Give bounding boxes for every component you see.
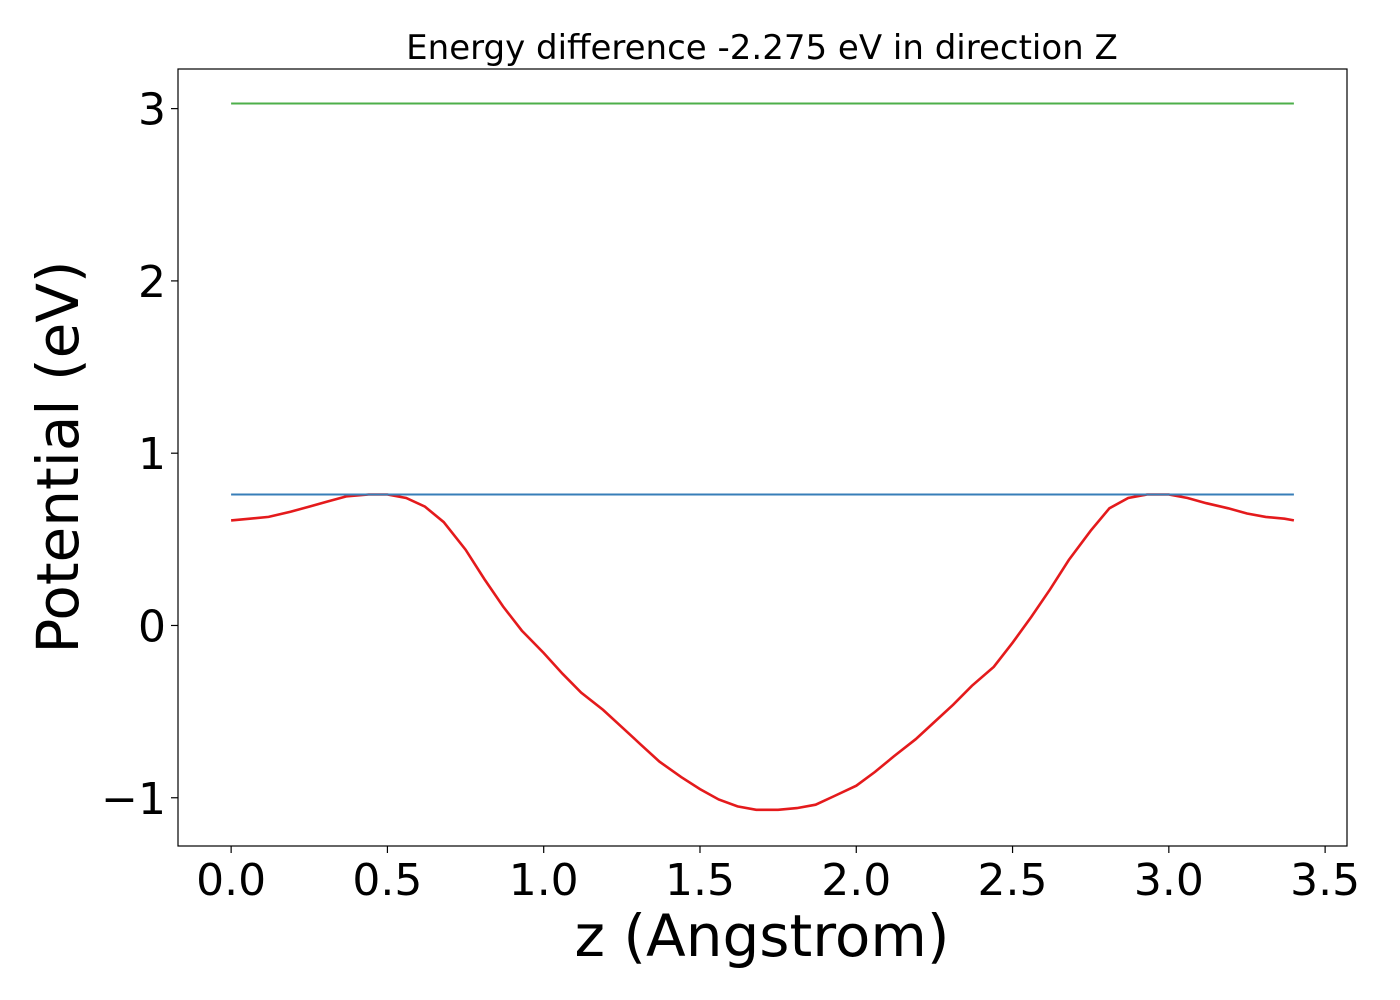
- x-tick-label: 3.5: [1290, 855, 1360, 906]
- x-tick-label: 3.0: [1134, 855, 1204, 906]
- plot-frame: [177, 68, 1348, 847]
- x-axis-ticks: 0.0 0.5 1.0 1.5 2.0 2.5 3.0 3.5: [196, 846, 1360, 906]
- x-axis-label: z (Angstrom): [575, 902, 950, 970]
- y-axis-ticks: −1 0 1 2 3: [101, 85, 178, 825]
- x-tick-label: 2.0: [821, 855, 891, 906]
- y-tick-label: 2: [138, 257, 166, 308]
- series-layer: [230, 102, 1295, 812]
- x-tick-label: 2.5: [978, 855, 1048, 906]
- y-axis-label: Potential (eV): [24, 260, 92, 653]
- x-tick-label: 1.0: [509, 855, 579, 906]
- chart-title: Energy difference -2.275 eV in direction…: [406, 28, 1118, 68]
- y-tick-label: 0: [138, 601, 166, 652]
- x-tick-label: 0.5: [352, 855, 422, 906]
- series-line-0: [230, 493, 1295, 812]
- y-tick-label: −1: [101, 774, 166, 825]
- y-tick-label: 3: [138, 85, 166, 136]
- x-tick-label: 0.0: [196, 855, 266, 906]
- y-tick-label: 1: [138, 429, 166, 480]
- x-tick-label: 1.5: [665, 855, 735, 906]
